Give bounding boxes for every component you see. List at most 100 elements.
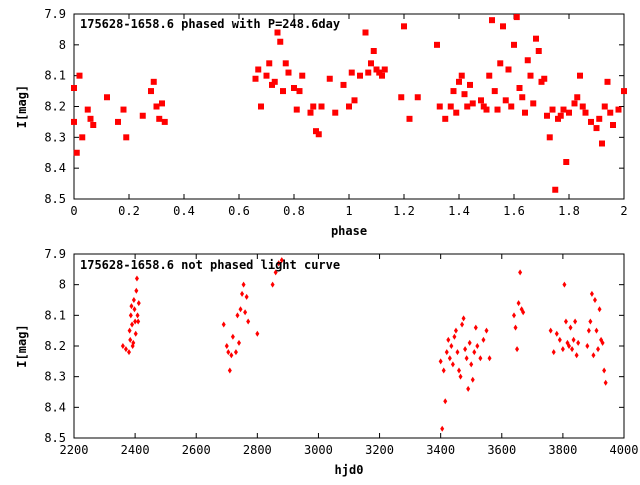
unphased-data-point	[457, 367, 461, 374]
unphased-data-point	[487, 355, 492, 362]
phased-data-point	[291, 85, 297, 91]
unphased-data-point	[130, 321, 135, 328]
phased-data-point	[280, 88, 286, 95]
phased-data-point	[508, 103, 515, 110]
unphased-data-point	[230, 333, 235, 340]
phased-data-point	[79, 134, 86, 141]
phased-data-point	[579, 103, 586, 110]
unphased-data-point	[521, 309, 526, 316]
phased-data-point	[161, 118, 168, 125]
phased-data-point	[453, 109, 460, 116]
phased-data-point	[555, 115, 561, 122]
unphased-x-ticks: 2200 2400 2600 2800 3000 3200 3400 3600 3800 4000	[60, 254, 638, 457]
unphased-x-tick-label: 2400	[121, 443, 150, 457]
phased-data-point	[293, 106, 300, 113]
phased-data-point	[153, 103, 160, 110]
phased-data-point	[340, 81, 347, 88]
phased-data-point	[447, 103, 454, 110]
unphased-y-tick-label: 8.2	[44, 339, 66, 353]
unphased-data-point	[472, 349, 477, 356]
phased-data-point	[593, 125, 600, 132]
unphased-data-point	[238, 306, 243, 313]
phased-data-point	[318, 103, 325, 110]
phased-data-point	[87, 115, 94, 122]
phased-x-tick-label: 1.8	[558, 204, 580, 218]
unphased-data-point	[570, 346, 575, 353]
phased-data-point	[373, 66, 380, 73]
phased-data-point	[560, 106, 567, 113]
phased-y-tick-label: 8.1	[44, 69, 66, 83]
unphased-data-point	[469, 361, 474, 368]
unphased-data-point	[127, 327, 132, 334]
unphased-y-tick-label: 8.3	[44, 370, 66, 384]
unphased-data-point	[438, 358, 443, 365]
unphased-data-point	[464, 355, 469, 362]
phased-y-axis-label: I[mag]	[15, 85, 29, 128]
unphased-data-point	[441, 367, 446, 374]
unphased-data-point	[279, 257, 284, 264]
phased-data-point	[505, 66, 512, 73]
unphased-data-point	[518, 269, 523, 276]
phased-data-point	[263, 72, 270, 79]
phased-data-point	[150, 78, 157, 85]
phased-x-tick-label: 1.6	[503, 204, 525, 218]
phased-data-point	[71, 85, 77, 91]
phased-x-tick-label: 1.2	[393, 204, 415, 218]
unphased-x-tick-label: 3400	[426, 443, 455, 457]
phased-data-point	[434, 41, 440, 48]
phased-data-point	[315, 131, 322, 138]
phased-data-points	[71, 14, 627, 193]
unphased-data-point	[273, 269, 278, 276]
unphased-x-tick-label: 3200	[365, 443, 394, 457]
unphased-data-point	[513, 324, 518, 331]
unphased-y-tick-label: 8	[59, 278, 66, 292]
unphased-data-point	[444, 349, 449, 356]
phased-data-point	[310, 103, 317, 110]
phased-data-point	[522, 109, 528, 116]
unphased-data-point	[123, 346, 128, 353]
unphased-data-point	[591, 352, 596, 359]
phased-data-point	[436, 103, 443, 110]
unphased-data-point	[594, 327, 599, 334]
unphased-data-point	[276, 260, 281, 267]
unphased-data-point	[133, 318, 138, 325]
phased-data-point	[379, 72, 385, 79]
phased-data-point	[307, 109, 314, 116]
unphased-data-point	[131, 339, 136, 346]
phased-data-point	[527, 72, 534, 79]
phased-x-tick-label: 1.4	[448, 204, 470, 218]
phased-data-point	[406, 115, 413, 122]
unphased-x-tick-label: 3800	[548, 443, 577, 457]
unphased-data-point	[128, 336, 133, 343]
unphased-data-point	[554, 330, 559, 337]
phased-data-point	[577, 72, 583, 79]
unphased-data-point	[255, 330, 260, 337]
unphased-data-point	[586, 327, 591, 334]
phased-data-point	[524, 57, 531, 64]
unphased-data-point	[460, 321, 465, 328]
phased-data-point	[491, 88, 498, 95]
unphased-data-point	[574, 352, 579, 359]
unphased-data-points	[120, 257, 608, 432]
phased-data-point	[252, 75, 259, 82]
unphased-data-point	[481, 336, 486, 343]
phased-y-tick-label: 8.4	[44, 161, 66, 175]
unphased-data-point	[470, 376, 475, 383]
phased-data-point	[398, 94, 405, 101]
phased-data-point	[533, 35, 539, 42]
phased-data-point	[296, 88, 303, 95]
phased-x-tick-label: 0	[70, 204, 77, 218]
phased-x-tick-label: 0.4	[173, 204, 195, 218]
unphased-x-tick-label: 2600	[182, 443, 211, 457]
phased-data-point	[478, 97, 484, 104]
phased-data-point	[563, 159, 570, 165]
unphased-data-point	[576, 339, 581, 346]
unphased-data-point	[600, 339, 605, 346]
unphased-data-point	[568, 324, 573, 331]
phased-data-point	[513, 14, 520, 21]
unphased-x-tick-label: 2800	[243, 443, 272, 457]
phased-data-point	[596, 115, 603, 122]
phased-data-point	[615, 106, 622, 113]
phased-data-point	[456, 78, 462, 85]
phased-y-tick-label: 8.2	[44, 100, 66, 114]
